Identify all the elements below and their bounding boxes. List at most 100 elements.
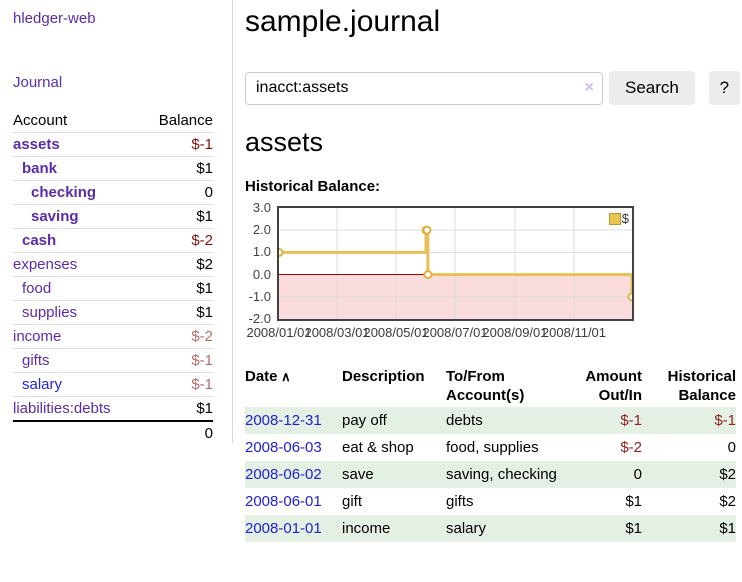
app: hledger-web Journal Account Balance asse… — [13, 0, 742, 542]
column-header-balance: Balance — [158, 112, 213, 129]
brand-link[interactable]: hledger-web — [13, 10, 96, 27]
chart-title: Historical Balance: — [245, 178, 381, 195]
transaction-accounts: debts — [446, 412, 483, 429]
historical-balance-chart: $ 3.0 2.0 1.0 0.0 -1.0 -2.0 2008/01/01 2008/03… — [245, 200, 725, 346]
transaction-balance: 0 — [727, 439, 736, 456]
account-row: income $-2 — [13, 324, 213, 349]
transaction-accounts: saving, checking — [446, 466, 557, 483]
account-row: food $1 — [13, 276, 213, 301]
transaction-row: 2008-06-03 eat & shop food, supplies $-2 0 — [245, 434, 736, 461]
column-header-historical-balance: Historical Balance — [667, 368, 736, 404]
account-link-food[interactable]: food — [22, 280, 52, 297]
transaction-date-link[interactable]: 2008-06-01 — [245, 493, 322, 510]
transaction-date-link[interactable]: 2008-12-31 — [245, 412, 322, 429]
transaction-amount: $-1 — [620, 412, 642, 429]
transaction-row: 2008-12-31 pay off debts $-1 $-1 — [245, 407, 736, 434]
account-row: salary $-1 — [13, 372, 213, 397]
help-button[interactable]: ? — [708, 71, 740, 105]
main-content: sample.journal × Search ? assets Histori… — [233, 0, 742, 542]
brand: hledger-web — [13, 10, 213, 28]
account-link-gifts[interactable]: gifts — [22, 352, 50, 369]
account-table-header: Account Balance — [13, 109, 213, 133]
search-input-wrap: × — [245, 71, 603, 105]
chart-canvas — [279, 208, 632, 319]
transaction-description: gift — [342, 493, 363, 510]
account-balance: $1 — [141, 276, 213, 301]
column-header-date[interactable]: Date ∧ — [245, 368, 291, 385]
account-link-assets[interactable]: assets — [13, 136, 60, 153]
transaction-row: 2008-01-01 income salary $1 $1 — [245, 515, 736, 542]
account-link-checking[interactable]: checking — [31, 184, 97, 201]
account-row: expenses $2 — [13, 252, 213, 277]
account-balance: $2 — [141, 252, 213, 277]
account-row: cash $-2 — [13, 228, 213, 253]
account-link-bank[interactable]: bank — [22, 160, 58, 177]
account-row: saving $1 — [13, 204, 213, 229]
column-header-description: Description — [342, 368, 425, 385]
transaction-balance: $-1 — [714, 412, 736, 429]
column-header-account: Account — [13, 112, 68, 129]
chart-x-axis-label: 2008/11/01 — [541, 325, 607, 340]
register-table: Date ∧ Description To/From Account(s) Amount… — [245, 365, 736, 542]
sort-ascending-icon: ∧ — [277, 369, 291, 384]
transaction-description: income — [342, 520, 391, 537]
register-body: 2008-12-31 pay off debts $-1 $-1 2008-06-03 ea… — [245, 407, 736, 542]
search-input[interactable] — [245, 71, 603, 105]
chart-y-axis-label: 3.0 — [252, 200, 271, 215]
account-link-saving[interactable]: saving — [31, 208, 79, 225]
account-link-salary[interactable]: salary — [22, 376, 63, 393]
transaction-date-link[interactable]: 2008-06-03 — [245, 439, 322, 456]
transaction-date-link[interactable]: 2008-01-01 — [245, 520, 322, 537]
sidebar-nav: Journal — [13, 74, 213, 92]
page-title: sample.journal — [245, 5, 441, 38]
transaction-accounts: gifts — [446, 493, 474, 510]
chart-x-axis-label: 2008/03/01 — [304, 325, 370, 340]
account-balance: $-1 — [141, 372, 213, 397]
chart-x-axis-label: 2008/01/01 — [246, 325, 312, 340]
account-link-liabilities-debts[interactable]: liabilities:debts — [13, 400, 111, 417]
account-row: bank $1 — [13, 156, 213, 181]
transaction-description: eat & shop — [342, 439, 414, 456]
legend-swatch — [608, 212, 621, 225]
account-balance: $1 — [141, 300, 213, 325]
account-balance: 0 — [141, 180, 213, 205]
account-balance: $-2 — [141, 324, 213, 349]
account-balance: $-2 — [141, 228, 213, 253]
search-form: × Search ? — [245, 71, 742, 105]
account-link-cash[interactable]: cash — [22, 232, 57, 249]
clear-search-icon[interactable]: × — [584, 78, 594, 96]
transaction-row: 2008-06-01 gift gifts $1 $2 — [245, 488, 736, 515]
column-header-amount-out-in: Amount Out/In — [585, 368, 642, 404]
chart-y-axis-label: 2.0 — [252, 222, 271, 238]
chart-plot-area: $ — [277, 206, 634, 321]
account-balance: $-1 — [141, 132, 213, 157]
account-row: liabilities:debts $1 — [13, 396, 213, 421]
account-balance: $1 — [141, 156, 213, 181]
account-balance: $-1 — [141, 348, 213, 373]
column-header-to-from-account-s-: To/From Account(s) — [446, 368, 525, 404]
transaction-amount: $-2 — [620, 439, 642, 456]
transaction-accounts: food, supplies — [446, 439, 539, 456]
transaction-row: 2008-06-02 save saving, checking 0 $2 — [245, 461, 736, 488]
account-link-income[interactable]: income — [13, 328, 62, 345]
transaction-amount: $1 — [625, 520, 642, 537]
account-link-supplies[interactable]: supplies — [22, 304, 78, 321]
account-link-expenses[interactable]: expenses — [13, 256, 78, 273]
account-balance: $1 — [141, 396, 213, 421]
transaction-description: save — [342, 466, 374, 483]
account-row: supplies $1 — [13, 300, 213, 325]
transaction-date-link[interactable]: 2008-06-02 — [245, 466, 322, 483]
chart-y-axis-label: 0.0 — [252, 266, 271, 282]
sidebar-item-journal[interactable]: Journal — [13, 74, 63, 91]
sidebar-total-row: 0 — [13, 420, 213, 445]
register-header-row: Date ∧ Description To/From Account(s) Amount… — [245, 365, 736, 407]
account-rows: assets $-1 bank $1 checking 0 saving $1 cash $-2 e… — [13, 132, 213, 421]
transaction-amount: $1 — [625, 493, 642, 510]
search-button[interactable]: Search — [609, 71, 695, 105]
account-row: assets $-1 — [13, 132, 213, 157]
chart-y-axis-label: -1.0 — [248, 288, 271, 304]
account-heading: assets — [245, 127, 324, 157]
legend-label: $ — [621, 211, 629, 226]
chart-x-axis-label: 2008/05/01 — [363, 325, 429, 340]
account-row: checking 0 — [13, 180, 213, 205]
